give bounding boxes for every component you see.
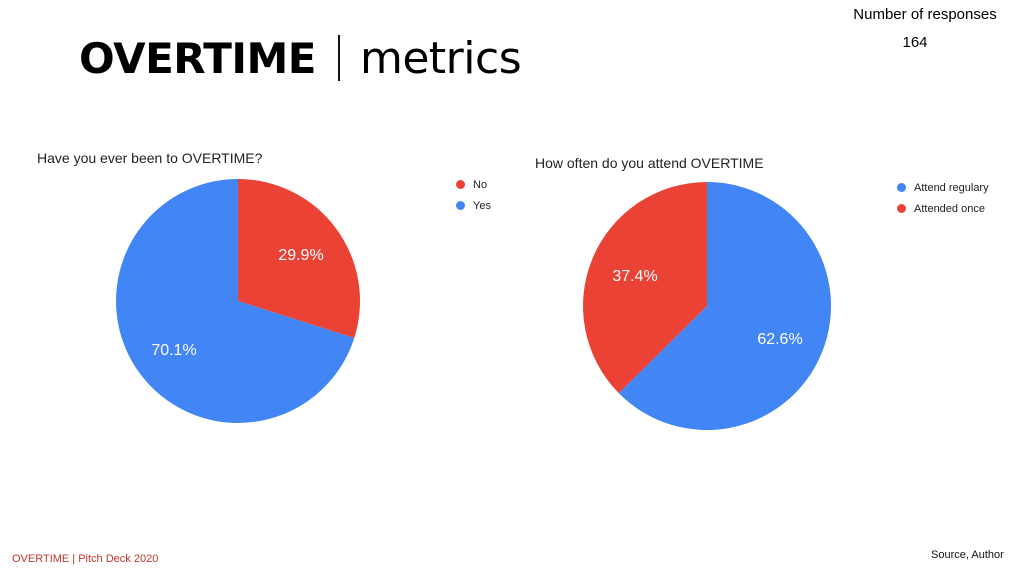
responses-count: 164 — [902, 34, 928, 51]
title-divider — [338, 35, 340, 81]
legend-dot-icon — [897, 183, 906, 192]
legend-dot-icon — [897, 204, 906, 213]
page-title-subtitle: metrics — [360, 32, 522, 84]
responses-label: Number of responses — [853, 6, 997, 23]
chart-2-legend: Attend regulary Attended once — [897, 177, 989, 219]
pie-slice-label: 62.6% — [757, 331, 802, 348]
chart-2-title: How often do you attend OVERTIME — [535, 155, 764, 171]
page-title-brand: OVERTIME — [79, 33, 317, 83]
pie-slice — [115, 179, 355, 423]
legend-dot-icon — [456, 201, 465, 210]
pie-slice-label: 37.4% — [612, 268, 657, 285]
pie-slice — [618, 182, 831, 430]
legend-dot-icon — [456, 180, 465, 189]
responses-summary: Number of responses 164 — [820, 6, 1024, 51]
pie-slice — [583, 182, 707, 394]
footer-deck-label: OVERTIME | Pitch Deck 2020 — [12, 553, 159, 565]
legend-label: Attend regulary — [914, 181, 989, 194]
pie-slice-label: 29.9% — [278, 247, 323, 264]
chart-1-title: Have you ever been to OVERTIME? — [37, 150, 263, 166]
legend-item-yes: Yes — [456, 195, 491, 216]
legend-item-attend-regularly: Attend regulary — [897, 177, 989, 198]
legend-label: Yes — [473, 199, 491, 212]
pie-slice — [238, 179, 360, 338]
legend-label: Attended once — [914, 202, 985, 215]
page-title: OVERTIME metrics — [79, 28, 522, 88]
legend-label: No — [473, 178, 488, 191]
pie-slice-label: 70.1% — [151, 342, 196, 359]
legend-item-attended-once: Attended once — [897, 198, 989, 219]
chart-1-legend: No Yes — [456, 174, 491, 216]
footer-source: Source, Author — [931, 549, 1004, 561]
legend-item-no: No — [456, 174, 491, 195]
